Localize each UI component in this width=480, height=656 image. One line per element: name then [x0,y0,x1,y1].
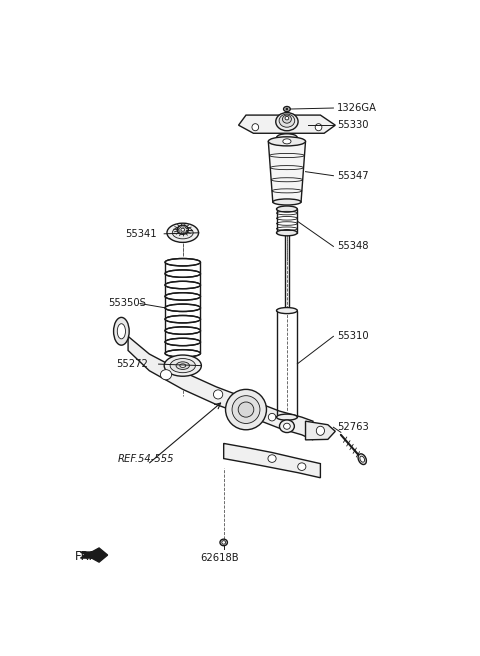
Ellipse shape [232,396,260,424]
Ellipse shape [176,362,190,369]
Ellipse shape [279,420,294,432]
Ellipse shape [114,318,129,345]
Ellipse shape [165,329,201,333]
Ellipse shape [220,539,228,546]
Ellipse shape [180,364,186,367]
Ellipse shape [214,390,223,399]
Ellipse shape [268,455,276,462]
Text: REF.54-555: REF.54-555 [118,453,174,464]
Polygon shape [81,548,108,562]
Ellipse shape [181,228,185,232]
Ellipse shape [285,116,289,120]
Ellipse shape [165,272,201,276]
Ellipse shape [252,124,259,131]
Ellipse shape [276,308,297,314]
Ellipse shape [276,230,297,236]
Text: 55272: 55272 [116,359,148,369]
Ellipse shape [117,323,125,339]
Ellipse shape [165,306,201,310]
Ellipse shape [165,340,201,344]
Ellipse shape [286,108,288,110]
Ellipse shape [284,106,290,112]
Text: 1326GA: 1326GA [337,103,377,113]
Ellipse shape [165,352,201,355]
Text: 55348: 55348 [337,241,369,251]
Ellipse shape [316,426,324,436]
Ellipse shape [282,115,291,123]
Ellipse shape [164,355,202,377]
Ellipse shape [268,137,305,146]
Polygon shape [128,337,313,440]
Polygon shape [239,115,335,133]
Ellipse shape [298,463,306,470]
Ellipse shape [165,318,201,321]
Ellipse shape [165,260,201,264]
Polygon shape [268,141,305,202]
Polygon shape [224,443,321,478]
Ellipse shape [273,199,301,205]
Ellipse shape [172,227,193,239]
Ellipse shape [238,402,254,417]
Text: 55330: 55330 [337,120,369,130]
Ellipse shape [360,456,364,462]
Ellipse shape [358,454,366,464]
Text: 52763: 52763 [337,422,369,432]
Ellipse shape [165,295,201,298]
Ellipse shape [276,206,297,212]
Text: 55310: 55310 [337,331,369,341]
Text: 55347: 55347 [337,171,369,180]
Ellipse shape [222,541,226,544]
Text: FR.: FR. [75,550,93,563]
Ellipse shape [165,283,201,287]
Ellipse shape [315,124,322,131]
Ellipse shape [283,139,291,144]
Text: 55341: 55341 [125,229,157,239]
Ellipse shape [268,413,276,421]
Ellipse shape [279,114,295,127]
Ellipse shape [177,225,188,234]
Text: 62618B: 62618B [201,552,239,563]
Polygon shape [305,421,335,440]
Ellipse shape [226,390,266,430]
Ellipse shape [284,423,290,429]
Ellipse shape [160,370,172,380]
Text: 55350S: 55350S [108,298,146,308]
Ellipse shape [276,414,297,420]
Ellipse shape [276,134,297,141]
Ellipse shape [276,113,298,131]
Ellipse shape [167,223,199,242]
Ellipse shape [170,359,195,373]
